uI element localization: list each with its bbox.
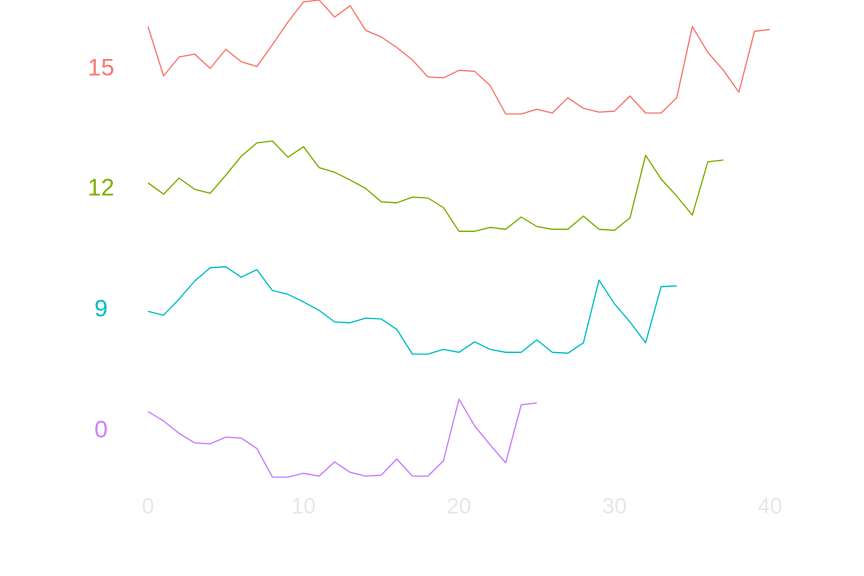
series-line-12 bbox=[147, 140, 724, 232]
row-label: 15 bbox=[88, 55, 115, 82]
series-line-15 bbox=[147, 0, 771, 115]
series-0: 0 bbox=[94, 398, 537, 478]
row-label: 0 bbox=[94, 417, 107, 444]
x-tick-label: 30 bbox=[602, 494, 626, 519]
x-tick-label: 0 bbox=[142, 494, 154, 519]
x-tick-label: 20 bbox=[447, 494, 471, 519]
series-line-0 bbox=[147, 398, 537, 478]
x-tick-label: 10 bbox=[291, 494, 315, 519]
series-9: 9 bbox=[94, 266, 677, 355]
x-tick-label: 40 bbox=[758, 494, 782, 519]
series-12: 12 bbox=[88, 140, 724, 232]
row-label: 12 bbox=[88, 175, 115, 202]
series-line-9 bbox=[147, 266, 677, 355]
series-15: 15 bbox=[88, 0, 771, 115]
row-label: 9 bbox=[94, 296, 107, 323]
